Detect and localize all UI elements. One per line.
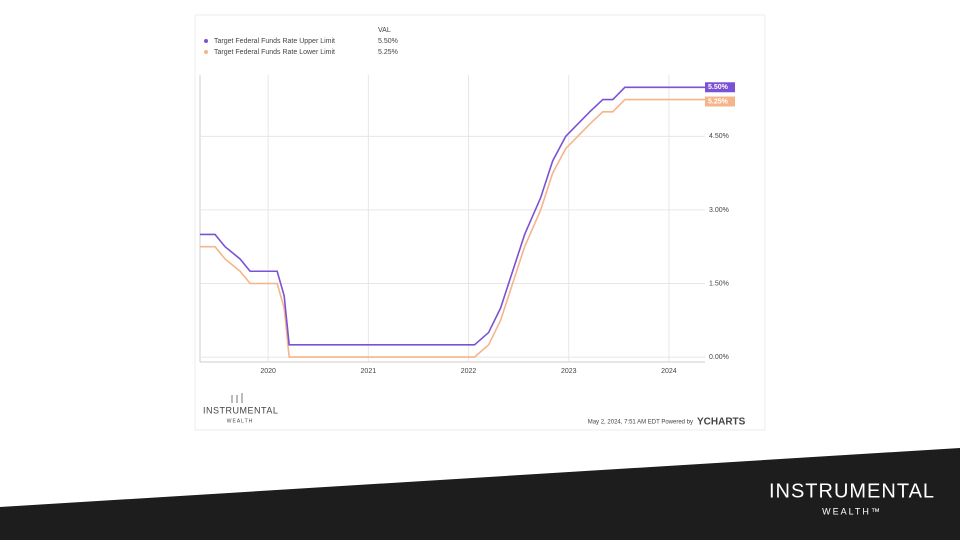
end-tag-label: 5.25% xyxy=(708,98,729,105)
x-tick-label: 2022 xyxy=(461,368,477,375)
legend-value: 5.25% xyxy=(378,49,398,56)
legend-label: Target Federal Funds Rate Lower Limit xyxy=(214,49,335,56)
y-tick-label: 0.00% xyxy=(709,354,729,361)
end-tag xyxy=(705,82,735,93)
chart-frame xyxy=(194,14,766,431)
legend-header: VAL xyxy=(378,27,391,34)
x-tick-label: 2020 xyxy=(260,368,276,375)
slide-logo-name: INSTRUMENTAL xyxy=(769,480,935,502)
x-tick-label: 2021 xyxy=(361,368,377,375)
data-line xyxy=(200,86,705,346)
x-tick-label: 2024 xyxy=(661,368,677,375)
y-tick-label: 1.50% xyxy=(709,280,729,287)
legend-label: Target Federal Funds Rate Upper Limit xyxy=(214,38,335,45)
y-tick-label: 3.00% xyxy=(709,207,729,214)
legend-marker xyxy=(204,50,208,54)
chart-logo-icon xyxy=(231,393,243,403)
legend-value: 5.50% xyxy=(378,38,398,45)
chart: 0.00% 1.50% 3.00% 4.50% 2020 2021 2022 2023 2024… xyxy=(199,27,735,375)
legend-marker xyxy=(204,39,208,43)
y-tick-label: 4.50% xyxy=(709,133,729,140)
end-tag xyxy=(705,96,735,107)
chart-logo-name: INSTRUMENTAL xyxy=(203,405,278,415)
end-tag-label: 5.50% xyxy=(708,84,729,91)
timestamp: May 2, 2024, 7:51 AM EDT Powered by xyxy=(588,420,693,426)
data-line xyxy=(200,98,705,358)
chart-logo-tagline: WEALTH xyxy=(227,418,253,424)
slide-logo-tagline: WEALTH™ xyxy=(822,506,882,516)
source-logo: YCHARTS xyxy=(697,417,746,428)
footer-band xyxy=(0,448,960,540)
x-tick-label: 2023 xyxy=(561,368,577,375)
